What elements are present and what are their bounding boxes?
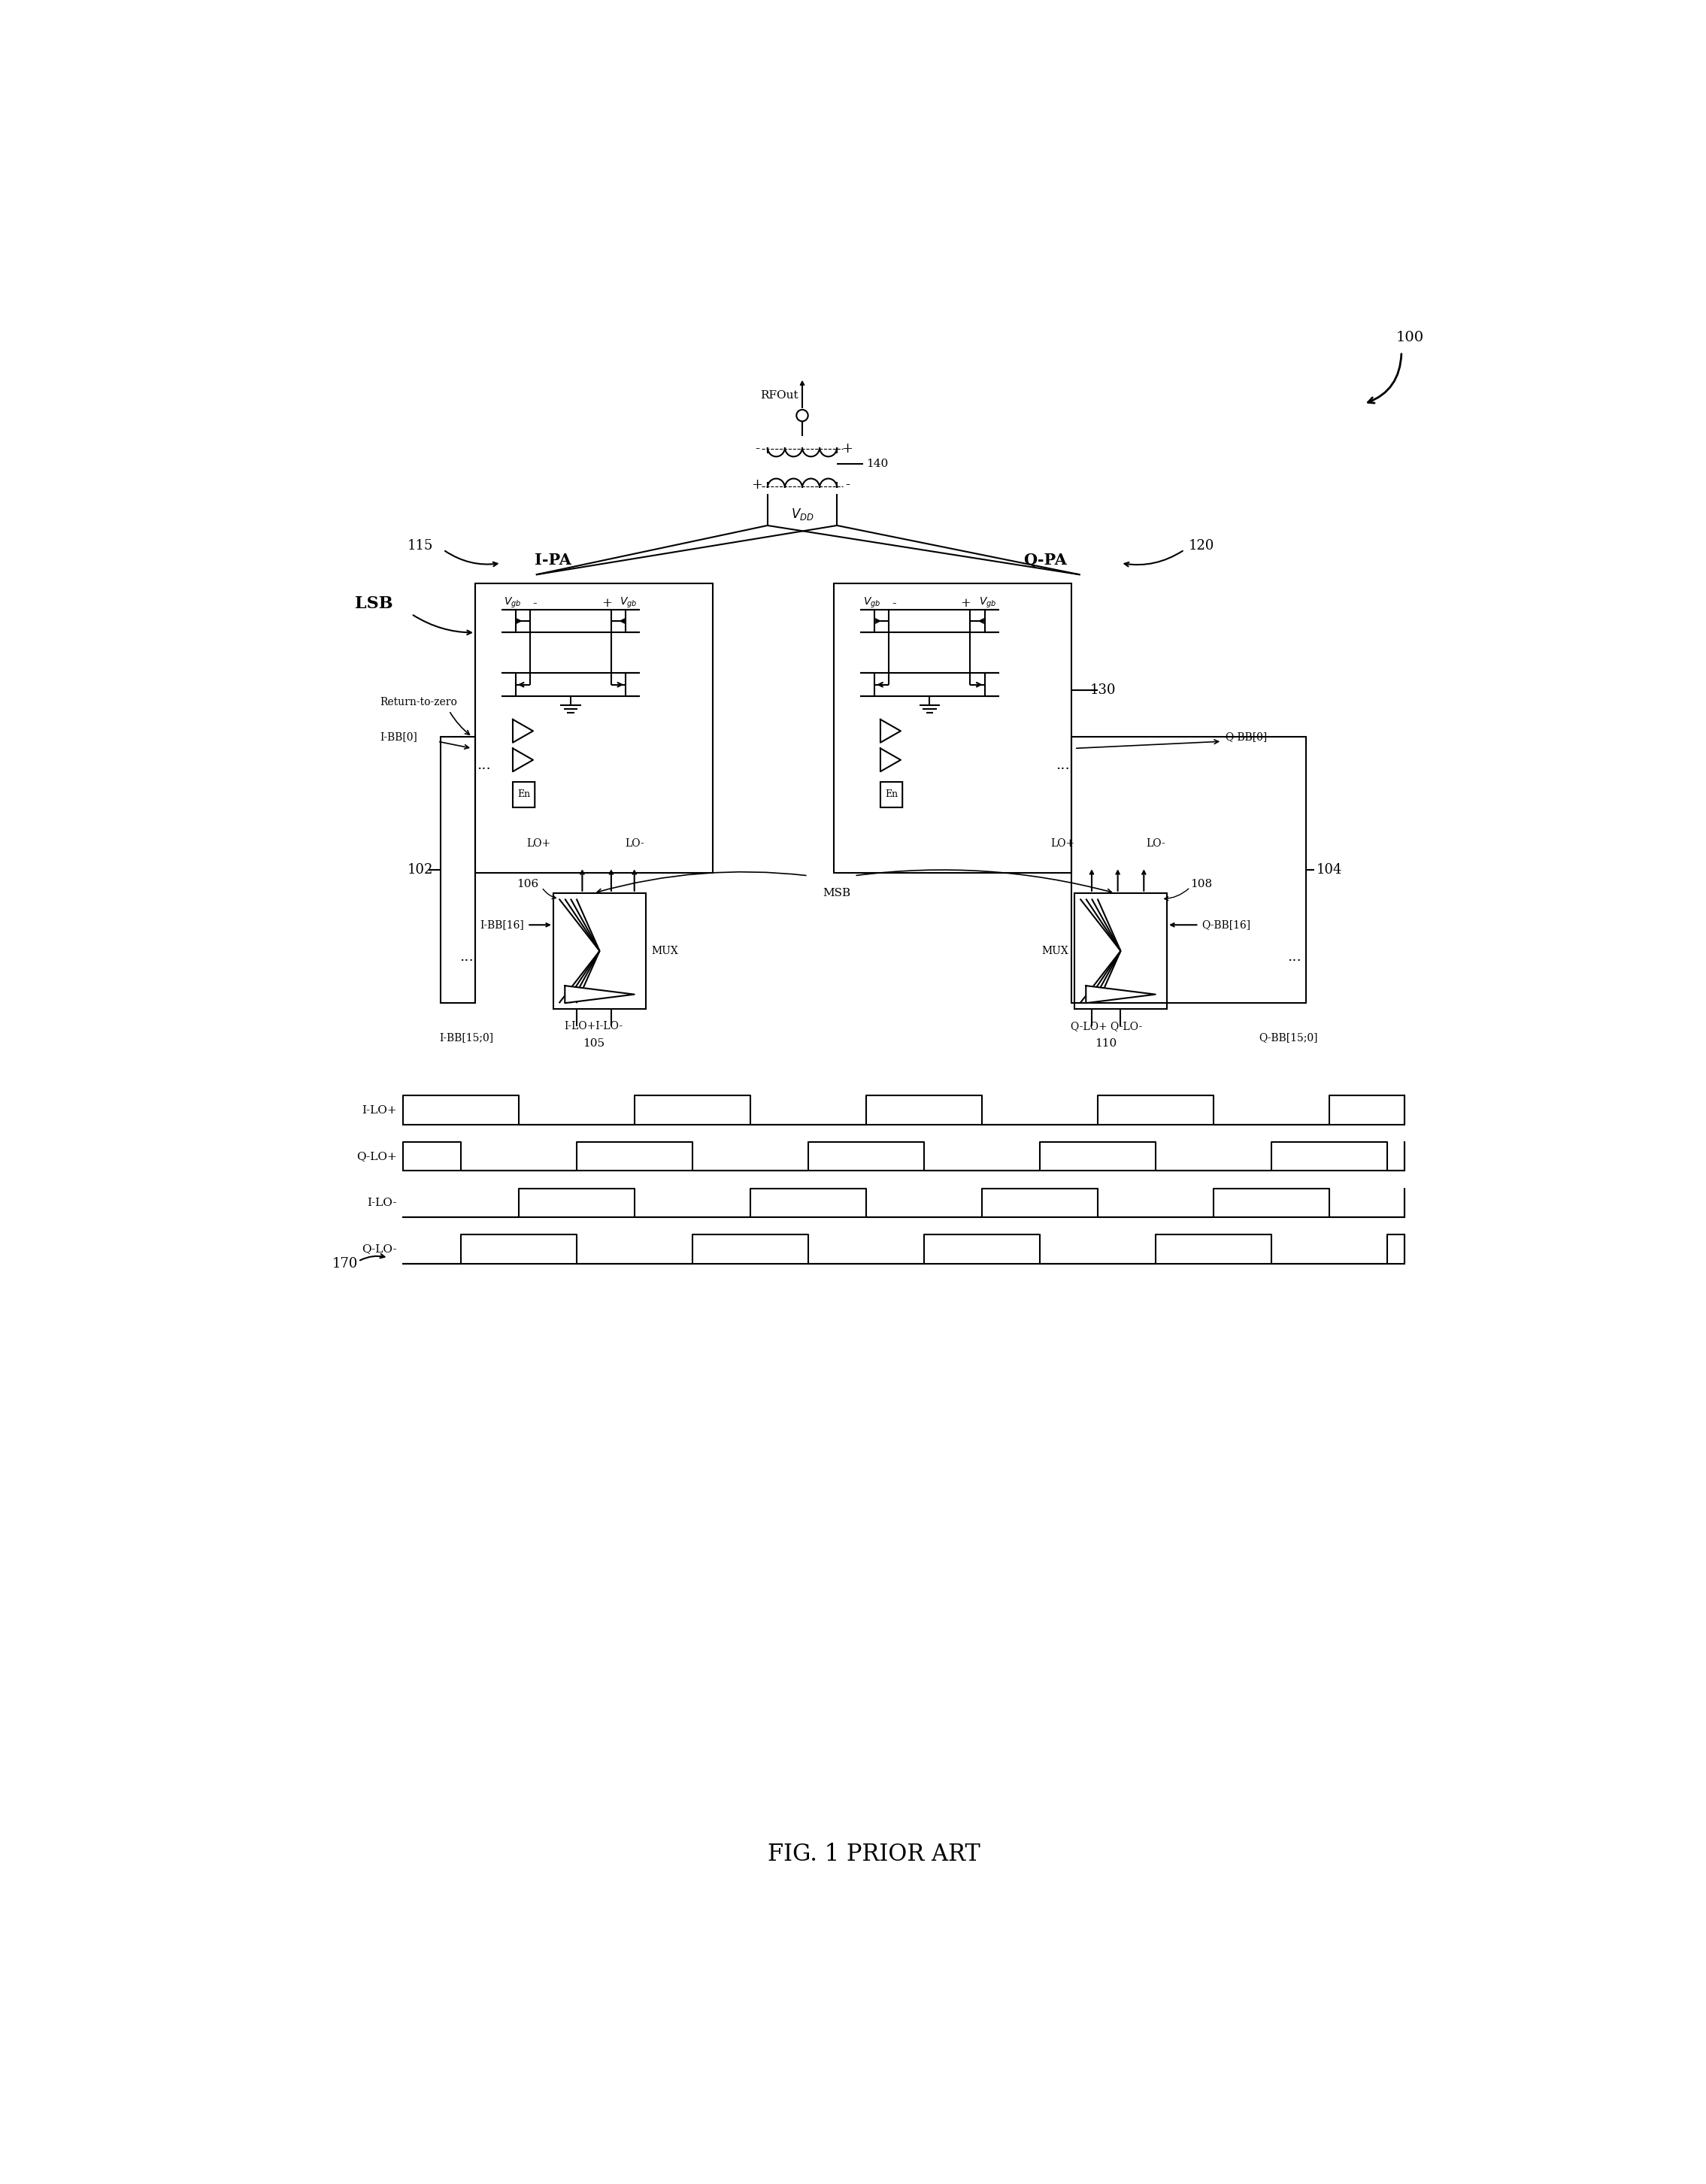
Text: FIG. 1 PRIOR ART: FIG. 1 PRIOR ART — [768, 1843, 981, 1865]
Text: 104: 104 — [1315, 863, 1343, 876]
Text: -: - — [754, 443, 759, 456]
Text: ...: ... — [1056, 760, 1070, 773]
Text: Q-LO+: Q-LO+ — [357, 1151, 397, 1162]
Text: LSB: LSB — [355, 596, 392, 612]
Text: I-BB[15;0]: I-BB[15;0] — [440, 1033, 493, 1044]
Text: +: + — [960, 596, 971, 609]
Text: RFOut: RFOut — [761, 391, 798, 400]
FancyBboxPatch shape — [514, 782, 534, 808]
Text: 100: 100 — [1396, 330, 1425, 345]
Text: -: - — [892, 596, 896, 609]
Polygon shape — [565, 985, 635, 1002]
Text: $V_{gb}$: $V_{gb}$ — [863, 596, 880, 609]
Bar — [834, 583, 1071, 874]
Text: ...: ... — [1288, 950, 1302, 963]
Text: 108: 108 — [1191, 880, 1211, 889]
Text: +: + — [751, 478, 763, 491]
FancyBboxPatch shape — [880, 782, 902, 808]
Text: +: + — [601, 596, 612, 609]
Text: 105: 105 — [583, 1037, 604, 1048]
Bar — [476, 583, 713, 874]
Text: MUX: MUX — [1042, 946, 1068, 957]
Bar — [1075, 893, 1167, 1009]
Text: ...: ... — [476, 760, 491, 773]
Bar — [440, 736, 476, 1002]
Polygon shape — [1087, 985, 1155, 1002]
Text: Q-BB[16]: Q-BB[16] — [1201, 919, 1250, 930]
Text: I-BB[16]: I-BB[16] — [479, 919, 524, 930]
Text: I-BB[0]: I-BB[0] — [380, 732, 418, 743]
Polygon shape — [880, 719, 901, 743]
Text: Q-LO-: Q-LO- — [362, 1245, 397, 1254]
Text: Q-LO+ Q-LO-: Q-LO+ Q-LO- — [1070, 1020, 1141, 1031]
Text: LO+: LO+ — [527, 839, 551, 850]
Text: Q-BB[15;0]: Q-BB[15;0] — [1259, 1033, 1319, 1044]
Text: En: En — [885, 791, 897, 799]
Text: Q-BB[0]: Q-BB[0] — [1225, 732, 1268, 743]
Text: LO+: LO+ — [1051, 839, 1075, 850]
Text: $V_{DD}$: $V_{DD}$ — [790, 507, 814, 522]
Polygon shape — [514, 749, 532, 771]
Polygon shape — [880, 749, 901, 771]
Text: 120: 120 — [1189, 539, 1215, 553]
Polygon shape — [514, 719, 532, 743]
Text: MUX: MUX — [652, 946, 679, 957]
Text: MSB: MSB — [822, 889, 851, 898]
Text: Q-PA: Q-PA — [1024, 553, 1068, 568]
Text: 102: 102 — [408, 863, 433, 876]
Text: 140: 140 — [867, 459, 887, 470]
Text: I-LO+I-LO-: I-LO+I-LO- — [565, 1020, 623, 1031]
Text: $V_{gb}$: $V_{gb}$ — [619, 596, 638, 609]
Text: -: - — [532, 596, 537, 609]
Text: I-LO-: I-LO- — [367, 1197, 397, 1208]
Text: I-PA: I-PA — [536, 553, 572, 568]
Text: 106: 106 — [517, 880, 539, 889]
Text: +: + — [841, 443, 853, 456]
Text: Return-to-zero: Return-to-zero — [380, 697, 457, 708]
Text: I-LO+: I-LO+ — [362, 1105, 397, 1116]
Text: En: En — [517, 791, 531, 799]
Bar — [553, 893, 647, 1009]
Text: LO-: LO- — [1146, 839, 1165, 850]
Text: 130: 130 — [1090, 684, 1116, 697]
Text: 170: 170 — [333, 1256, 358, 1271]
Text: $V_{gb}$: $V_{gb}$ — [979, 596, 996, 609]
Text: ...: ... — [459, 950, 474, 963]
Text: 110: 110 — [1095, 1037, 1117, 1048]
Bar — [1071, 736, 1305, 1002]
Text: 115: 115 — [408, 539, 433, 553]
Text: $V_{gb}$: $V_{gb}$ — [503, 596, 522, 609]
Text: LO-: LO- — [624, 839, 645, 850]
Text: -: - — [844, 478, 850, 491]
